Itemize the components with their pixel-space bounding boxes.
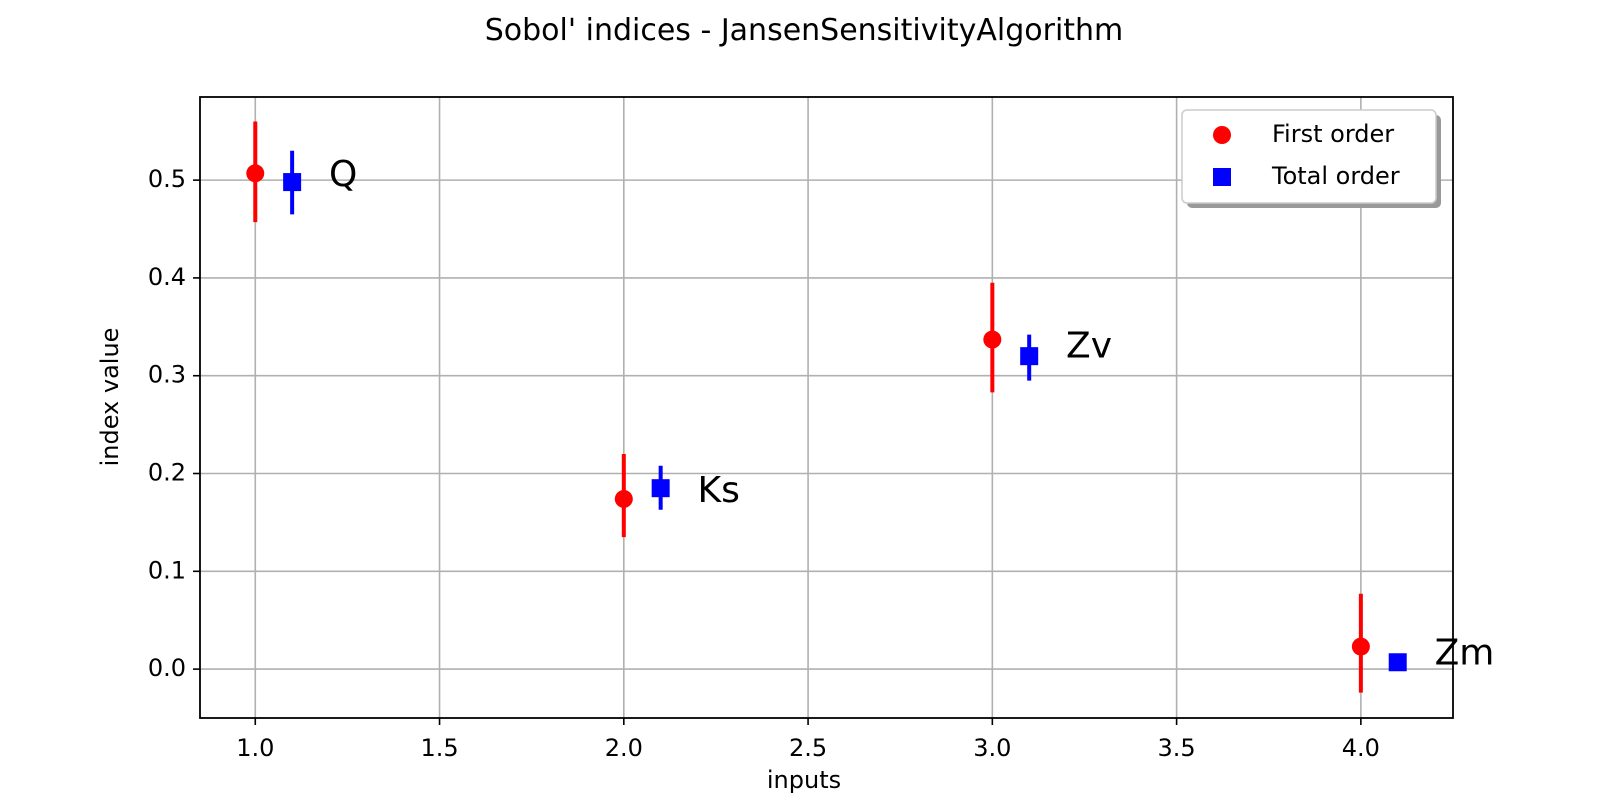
data-marks: Q Ks Zv Zm bbox=[246, 121, 1495, 693]
input-label: Zv bbox=[1066, 325, 1112, 366]
x-tick-label: 2.5 bbox=[789, 734, 827, 762]
y-tick-label: 0.1 bbox=[148, 556, 186, 584]
axes: 1.0 1.5 2.0 2.5 3.0 3.5 4.0 0.0 0.1 0.2 0.3 0.4 0.5 bbox=[148, 96, 1454, 762]
input-label: Q bbox=[329, 154, 357, 195]
legend-first-order-marker bbox=[1213, 126, 1231, 144]
x-tick-label: 2.0 bbox=[605, 734, 643, 762]
x-tick-label: 1.0 bbox=[236, 734, 274, 762]
y-tick-label: 0.5 bbox=[148, 165, 186, 193]
first-order-point bbox=[246, 164, 265, 183]
y-axis-label: index value bbox=[96, 328, 124, 467]
total-order-point bbox=[1020, 347, 1039, 366]
total-order-point bbox=[283, 173, 302, 192]
legend: First order Total order bbox=[1181, 109, 1441, 208]
total-order-point bbox=[1388, 653, 1407, 672]
legend-label: First order bbox=[1272, 120, 1394, 148]
input-label: Ks bbox=[698, 470, 740, 511]
first-order-point bbox=[983, 330, 1002, 349]
plot-frame bbox=[199, 96, 1454, 719]
y-tick-label: 0.0 bbox=[148, 654, 186, 682]
x-axis-label: inputs bbox=[767, 766, 841, 794]
x-tick-label: 3.5 bbox=[1158, 734, 1196, 762]
x-tick-label: 4.0 bbox=[1342, 734, 1380, 762]
legend-box bbox=[1181, 109, 1437, 204]
y-tick-label: 0.3 bbox=[148, 361, 186, 389]
first-order-point bbox=[1351, 637, 1370, 656]
total-order-point bbox=[651, 479, 670, 498]
x-tick-label: 3.0 bbox=[973, 734, 1011, 762]
y-tick-label: 0.4 bbox=[148, 263, 186, 291]
first-order-point bbox=[614, 489, 633, 508]
x-tick-label: 1.5 bbox=[420, 734, 458, 762]
y-tick-label: 0.2 bbox=[148, 459, 186, 487]
legend-label: Total order bbox=[1271, 162, 1400, 190]
chart-title: Sobol' indices - JansenSensitivityAlgori… bbox=[485, 13, 1124, 48]
legend-total-order-marker bbox=[1213, 168, 1231, 186]
input-label: Zm bbox=[1435, 632, 1495, 673]
